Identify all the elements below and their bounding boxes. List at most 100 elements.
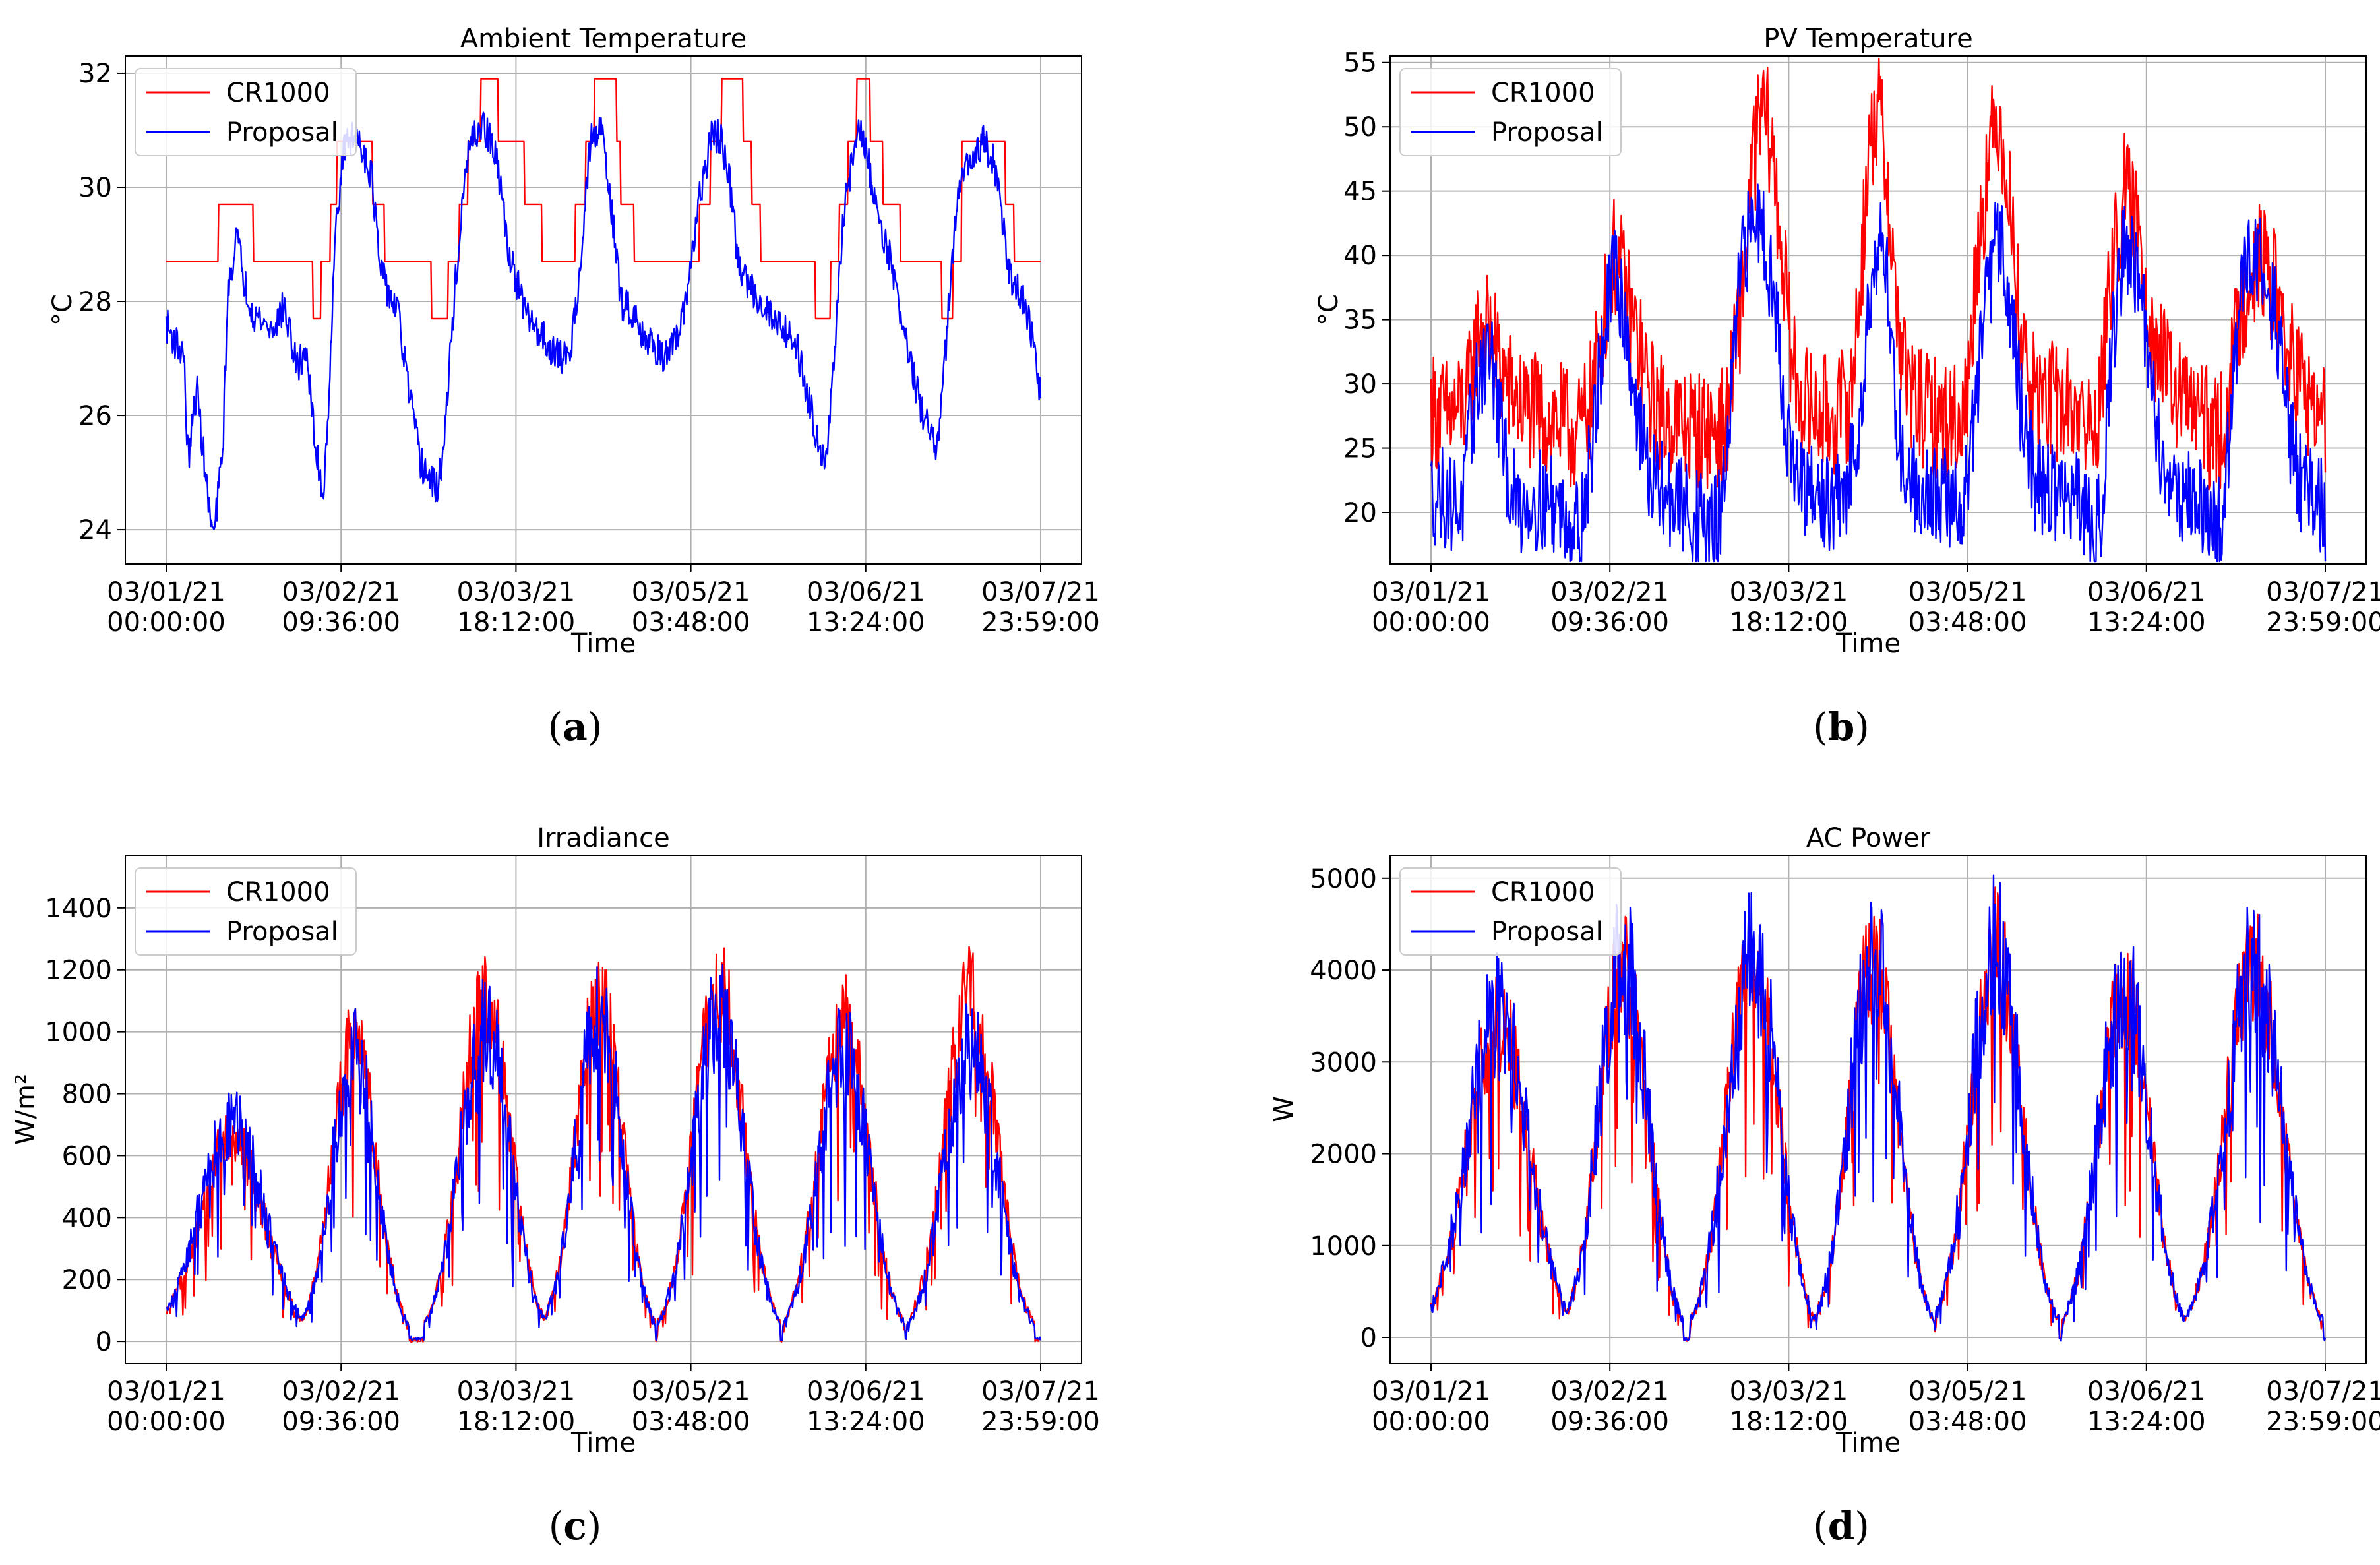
series-line-proposal-b [1430, 183, 2327, 563]
x-tick-date-c: 03/05/21 [632, 1376, 750, 1407]
y-tick-label-b: 55 [1343, 48, 1377, 78]
series-line-cr1000-b [1430, 57, 2327, 499]
x-tick-date-a: 03/03/21 [457, 577, 576, 607]
caption-letter-d: d [1828, 1504, 1855, 1549]
x-tick-time-c: 09:36:00 [282, 1407, 400, 1437]
x-tick-date-c: 03/06/21 [807, 1376, 925, 1407]
y-tick-label-b: 30 [1343, 369, 1377, 400]
y-tick-label-d: 5000 [1310, 864, 1377, 894]
legend-d: CR1000 Proposal [1399, 867, 1622, 956]
plot-frame-b [1389, 55, 2367, 565]
x-tick-date-a: 03/02/21 [282, 577, 400, 607]
legend-label-cr1000-b: CR1000 [1491, 78, 1595, 108]
x-tick-time-a: 13:24:00 [807, 607, 925, 638]
caption-c: (c) [549, 1504, 602, 1549]
y-tick-label-b: 25 [1343, 434, 1377, 464]
x-tick-time-b: 09:36:00 [1550, 607, 1669, 638]
y-tick-label-b: 35 [1343, 305, 1377, 336]
x-tick-time-a: 03:48:00 [632, 607, 750, 638]
x-tick-time-d: 03:48:00 [1908, 1407, 2027, 1437]
x-axis-label-d: Time [1835, 1428, 1901, 1458]
caption-a: (a) [548, 704, 603, 749]
x-tick-time-d: 09:36:00 [1550, 1407, 1669, 1437]
x-tick-date-c: 03/07/21 [981, 1376, 1100, 1407]
legend-a: CR1000 Proposal [135, 68, 357, 156]
y-tick-label-b: 20 [1343, 498, 1377, 528]
y-tick-label-b: 45 [1343, 177, 1377, 207]
chart-title-b: PV Temperature [1763, 24, 1973, 54]
x-tick-date-a: 03/05/21 [632, 577, 750, 607]
legend-label-proposal-a: Proposal [226, 117, 338, 148]
x-axis-label-a: Time [570, 629, 636, 659]
x-tick-time-c: 00:00:00 [107, 1407, 226, 1437]
x-tick-time-c: 03:48:00 [632, 1407, 750, 1437]
x-tick-time-b: 18:12:00 [1730, 607, 1848, 638]
x-tick-date-b: 03/06/21 [2087, 577, 2206, 607]
series-b [1430, 57, 2327, 563]
x-tick-time-b: 00:00:00 [1372, 607, 1490, 638]
x-tick-date-d: 03/07/21 [2266, 1376, 2380, 1407]
x-tick-date-b: 03/03/21 [1730, 577, 1848, 607]
y-tick-label-c: 0 [96, 1327, 112, 1357]
panel-c: 0 200 400 600 800 1000 1200 1400 03/01/2100:00:… [11, 823, 1100, 1549]
x-tick-date-c: 03/03/21 [457, 1376, 576, 1407]
x-axis-label-c: Time [570, 1428, 636, 1458]
plot-frame-c [125, 855, 1082, 1364]
caption-letter-a: a [563, 704, 588, 749]
legend-box-d [1399, 867, 1622, 956]
y-tick-label-c: 400 [62, 1203, 112, 1233]
y-tick-label-d: 2000 [1310, 1140, 1377, 1170]
y-tick-label-b: 50 [1343, 112, 1377, 142]
x-tick-time-d: 13:24:00 [2087, 1407, 2206, 1437]
x-tick-time-a: 23:59:00 [981, 607, 1100, 638]
x-tick-date-a: 03/07/21 [981, 577, 1100, 607]
x-tick-date-a: 03/06/21 [807, 577, 925, 607]
y-axis-label-a: °C [47, 294, 78, 326]
y-tick-label-a: 28 [78, 287, 112, 317]
caption-letter-b: b [1828, 704, 1855, 749]
y-tick-label-c: 1000 [45, 1018, 112, 1048]
y-ticks-d: 0 1000 2000 3000 4000 5000 [1310, 864, 1390, 1353]
legend-label-proposal-d: Proposal [1491, 917, 1603, 947]
caption-letter-c: c [563, 1504, 586, 1549]
legend-b: CR1000 Proposal [1399, 68, 1622, 156]
legend-label-proposal-b: Proposal [1491, 117, 1603, 148]
y-tick-label-a: 32 [78, 59, 112, 89]
legend-c: CR1000 Proposal [135, 867, 357, 956]
x-tick-date-b: 03/05/21 [1908, 577, 2027, 607]
plot-frame-a [125, 55, 1082, 565]
legend-box-a [135, 68, 357, 156]
caption-b: (b) [1813, 704, 1870, 749]
x-tick-time-a: 18:12:00 [457, 607, 576, 638]
x-tick-date-d: 03/02/21 [1550, 1376, 1669, 1407]
x-tick-time-a: 09:36:00 [282, 607, 400, 638]
y-tick-label-d: 4000 [1310, 956, 1377, 986]
y-tick-label-d: 3000 [1310, 1047, 1377, 1078]
x-tick-time-d: 00:00:00 [1372, 1407, 1490, 1437]
y-ticks-c: 0 200 400 600 800 1000 1200 1400 [45, 894, 125, 1357]
x-tick-time-b: 23:59:00 [2266, 607, 2380, 638]
y-axis-label-d: W [1269, 1096, 1299, 1122]
series-a [165, 78, 1042, 531]
y-tick-label-a: 26 [78, 401, 112, 431]
series-line-cr1000-c [165, 946, 1041, 1343]
series-line-cr1000-a [166, 78, 1041, 320]
y-tick-label-a: 24 [78, 515, 112, 545]
legend-label-proposal-c: Proposal [226, 917, 338, 947]
y-tick-label-b: 40 [1343, 241, 1377, 271]
series-line-proposal-c [166, 964, 1042, 1341]
y-tick-label-c: 600 [62, 1141, 112, 1171]
y-ticks-b: 20 25 30 35 40 45 50 55 [1343, 48, 1390, 528]
chart-title-c: Irradiance [537, 823, 669, 853]
x-axis-label-b: Time [1835, 629, 1901, 659]
x-tick-time-c: 18:12:00 [457, 1407, 576, 1437]
x-tick-date-b: 03/02/21 [1550, 577, 1669, 607]
y-tick-label-a: 30 [78, 173, 112, 203]
y-tick-label-c: 1200 [45, 956, 112, 986]
x-tick-date-c: 03/01/21 [107, 1376, 226, 1407]
chart-title-a: Ambient Temperature [460, 24, 747, 54]
